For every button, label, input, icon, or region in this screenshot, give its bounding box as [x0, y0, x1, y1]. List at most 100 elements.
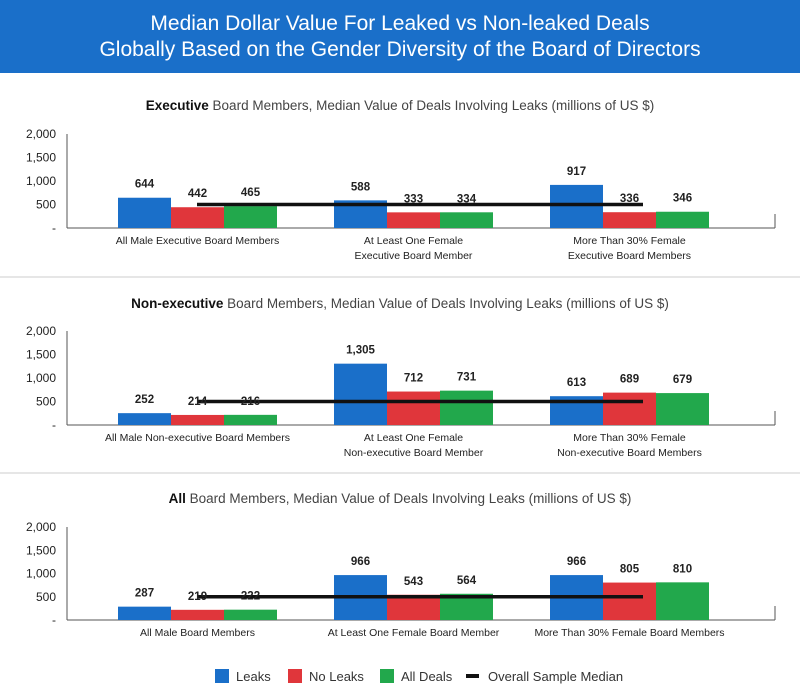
bar-no-leaks	[387, 391, 440, 425]
panel-title-rest: Board Members, Median Value of Deals Inv…	[208, 98, 655, 113]
data-label-no-leaks: 333	[404, 193, 423, 205]
y-tick-label: 1,000	[26, 567, 56, 581]
bar-all-deals	[224, 609, 277, 620]
category-label: Executive Board Members	[568, 250, 691, 262]
data-label-leaks: 966	[567, 556, 586, 568]
legend-label: All Deals	[401, 668, 453, 684]
panel-title-rest: Board Members, Median Value of Deals Inv…	[185, 491, 632, 506]
bar-all-deals	[656, 393, 709, 425]
panel-title-rest: Board Members, Median Value of Deals Inv…	[223, 296, 669, 311]
y-tick-label: 1,500	[26, 151, 56, 165]
bar-all-deals	[440, 390, 493, 425]
bar-all-deals	[224, 414, 277, 425]
legend-swatch-all-deals	[380, 669, 394, 683]
panel-title-bold: Executive	[145, 98, 209, 113]
y-tick-label: 2,000	[26, 127, 56, 141]
bar-no-leaks	[603, 212, 656, 228]
data-label-all-deals: 731	[457, 372, 477, 384]
y-tick-label: 1,000	[26, 174, 56, 188]
category-label: Non-executive Board Member	[344, 447, 484, 459]
category-label: Non-executive Board Members	[557, 447, 702, 459]
data-label-all-deals: 222	[241, 591, 260, 603]
data-label-no-leaks: 442	[188, 188, 207, 200]
y-tick-label: 1,500	[26, 543, 56, 557]
data-label-all-deals: 216	[241, 396, 260, 408]
data-label-no-leaks: 712	[404, 373, 423, 385]
category-label: At Least One Female Board Member	[328, 627, 500, 639]
main-title-line-2: Globally Based on the Gender Diversity o…	[99, 38, 701, 61]
chart-non-executive: - 500 1,000 1,500 2,000 252 214 216 All Male Non…	[26, 324, 776, 459]
chart-executive: - 500 1,000 1,500 2,000 644 442 465 All Male Exe…	[26, 127, 776, 262]
data-label-leaks: 613	[567, 377, 586, 389]
data-label-all-deals: 346	[673, 193, 692, 205]
category-label: More Than 30% Female	[573, 235, 686, 247]
category-label: All Male Executive Board Members	[116, 235, 279, 247]
panel-title-bold: All	[168, 491, 186, 506]
legend-label: No Leaks	[309, 668, 364, 684]
data-label-all-deals: 334	[457, 193, 477, 205]
data-label-leaks: 917	[567, 166, 586, 178]
bar-no-leaks	[387, 594, 440, 620]
bar-no-leaks	[171, 414, 224, 425]
category-label: Executive Board Member	[355, 250, 473, 262]
legend-swatch-overall-median	[466, 674, 479, 678]
y-tick-label: 500	[36, 198, 56, 212]
y-tick-label: -	[52, 613, 56, 627]
legend-item-overall-median: Overall Sample Median	[466, 666, 623, 686]
data-label-all-deals: 810	[673, 563, 692, 575]
panel-title-bold: Non-executive	[131, 296, 224, 311]
y-tick-label: 500	[36, 590, 56, 604]
category-label: At Least One Female	[364, 235, 463, 247]
data-label-all-deals: 679	[673, 374, 692, 386]
chart-all-board-members: - 500 1,000 1,500 2,000 287 219 222 All Male Boa…	[26, 520, 776, 639]
bar-leaks	[118, 413, 171, 425]
bar-all-deals	[656, 582, 709, 620]
category-label: More Than 30% Female	[573, 432, 686, 444]
main-title-line-1: Median Dollar Value For Leaked vs Non-le…	[150, 12, 650, 35]
data-label-no-leaks: 805	[620, 564, 640, 576]
bar-all-deals	[656, 211, 709, 228]
chart-header: Median Dollar Value For Leaked vs Non-le…	[0, 0, 800, 73]
panel-title-all: All Board Members, Median Value of Deals…	[0, 491, 800, 506]
legend-label: Overall Sample Median	[488, 668, 624, 684]
legend-swatch-no-leaks	[288, 669, 302, 683]
bar-no-leaks	[171, 609, 224, 620]
y-tick-label: 2,000	[26, 520, 56, 534]
bar-no-leaks	[171, 207, 224, 228]
data-label-leaks: 588	[351, 181, 371, 193]
y-tick-label: 1,500	[26, 348, 56, 362]
bar-leaks	[334, 363, 387, 425]
bar-leaks	[118, 197, 171, 228]
panel-title-executive: Executive Board Members, Median Value of…	[0, 98, 800, 113]
bar-no-leaks	[387, 212, 440, 228]
data-label-no-leaks: 214	[188, 396, 208, 408]
legend-label: Leaks	[236, 668, 271, 684]
legend-item-all-deals: All Deals	[380, 666, 452, 686]
bar-leaks	[118, 606, 171, 620]
data-label-leaks: 287	[135, 588, 154, 600]
bar-no-leaks	[603, 392, 656, 425]
data-label-no-leaks: 689	[620, 374, 639, 386]
y-tick-label: 1,000	[26, 371, 56, 385]
panel-divider	[0, 276, 800, 278]
data-label-leaks: 252	[135, 394, 154, 406]
category-label: All Male Board Members	[140, 627, 255, 639]
y-tick-label: -	[52, 221, 56, 235]
data-label-leaks: 966	[351, 556, 370, 568]
bar-all-deals	[224, 206, 277, 228]
y-tick-label: 2,000	[26, 324, 56, 338]
data-label-no-leaks: 219	[188, 591, 207, 603]
legend-item-no-leaks: No Leaks	[288, 666, 364, 686]
data-label-all-deals: 564	[457, 575, 477, 587]
category-label: More Than 30% Female Board Members	[534, 627, 724, 639]
y-tick-label: -	[52, 418, 56, 432]
data-label-leaks: 1,305	[346, 345, 375, 357]
data-label-leaks: 644	[135, 179, 155, 191]
legend-item-leaks: Leaks	[215, 666, 271, 686]
panel-divider	[0, 472, 800, 474]
bar-all-deals	[440, 212, 493, 228]
legend-swatch-leaks	[215, 669, 229, 683]
legend: Leaks No Leaks All Deals Overall Sample …	[0, 666, 800, 686]
bar-no-leaks	[603, 582, 656, 620]
y-tick-label: 500	[36, 395, 56, 409]
